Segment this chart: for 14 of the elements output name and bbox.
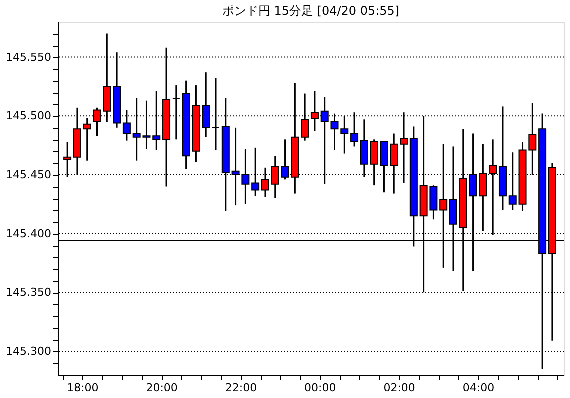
x-tick-label: 04:00: [462, 382, 495, 394]
candlestick: [83, 118, 92, 162]
y-tick-label: 145.300: [6, 344, 52, 358]
y-tick-label: 145.550: [6, 50, 52, 64]
y-tick-label: 145.400: [6, 227, 52, 240]
x-tick-label: 00:00: [304, 382, 336, 394]
y-tick-label: 145.500: [6, 110, 52, 123]
x-tick-label: 22:00: [225, 382, 258, 394]
x-tick-label: 20:00: [146, 382, 178, 394]
chart-title: ポンド円 15分足 [04/20 05:55]: [222, 4, 400, 18]
y-tick-label: 145.450: [6, 168, 52, 182]
x-tick-label: 18:00: [67, 382, 99, 394]
x-tick-label: 02:00: [384, 382, 416, 394]
y-tick-label: 145.350: [6, 286, 52, 300]
